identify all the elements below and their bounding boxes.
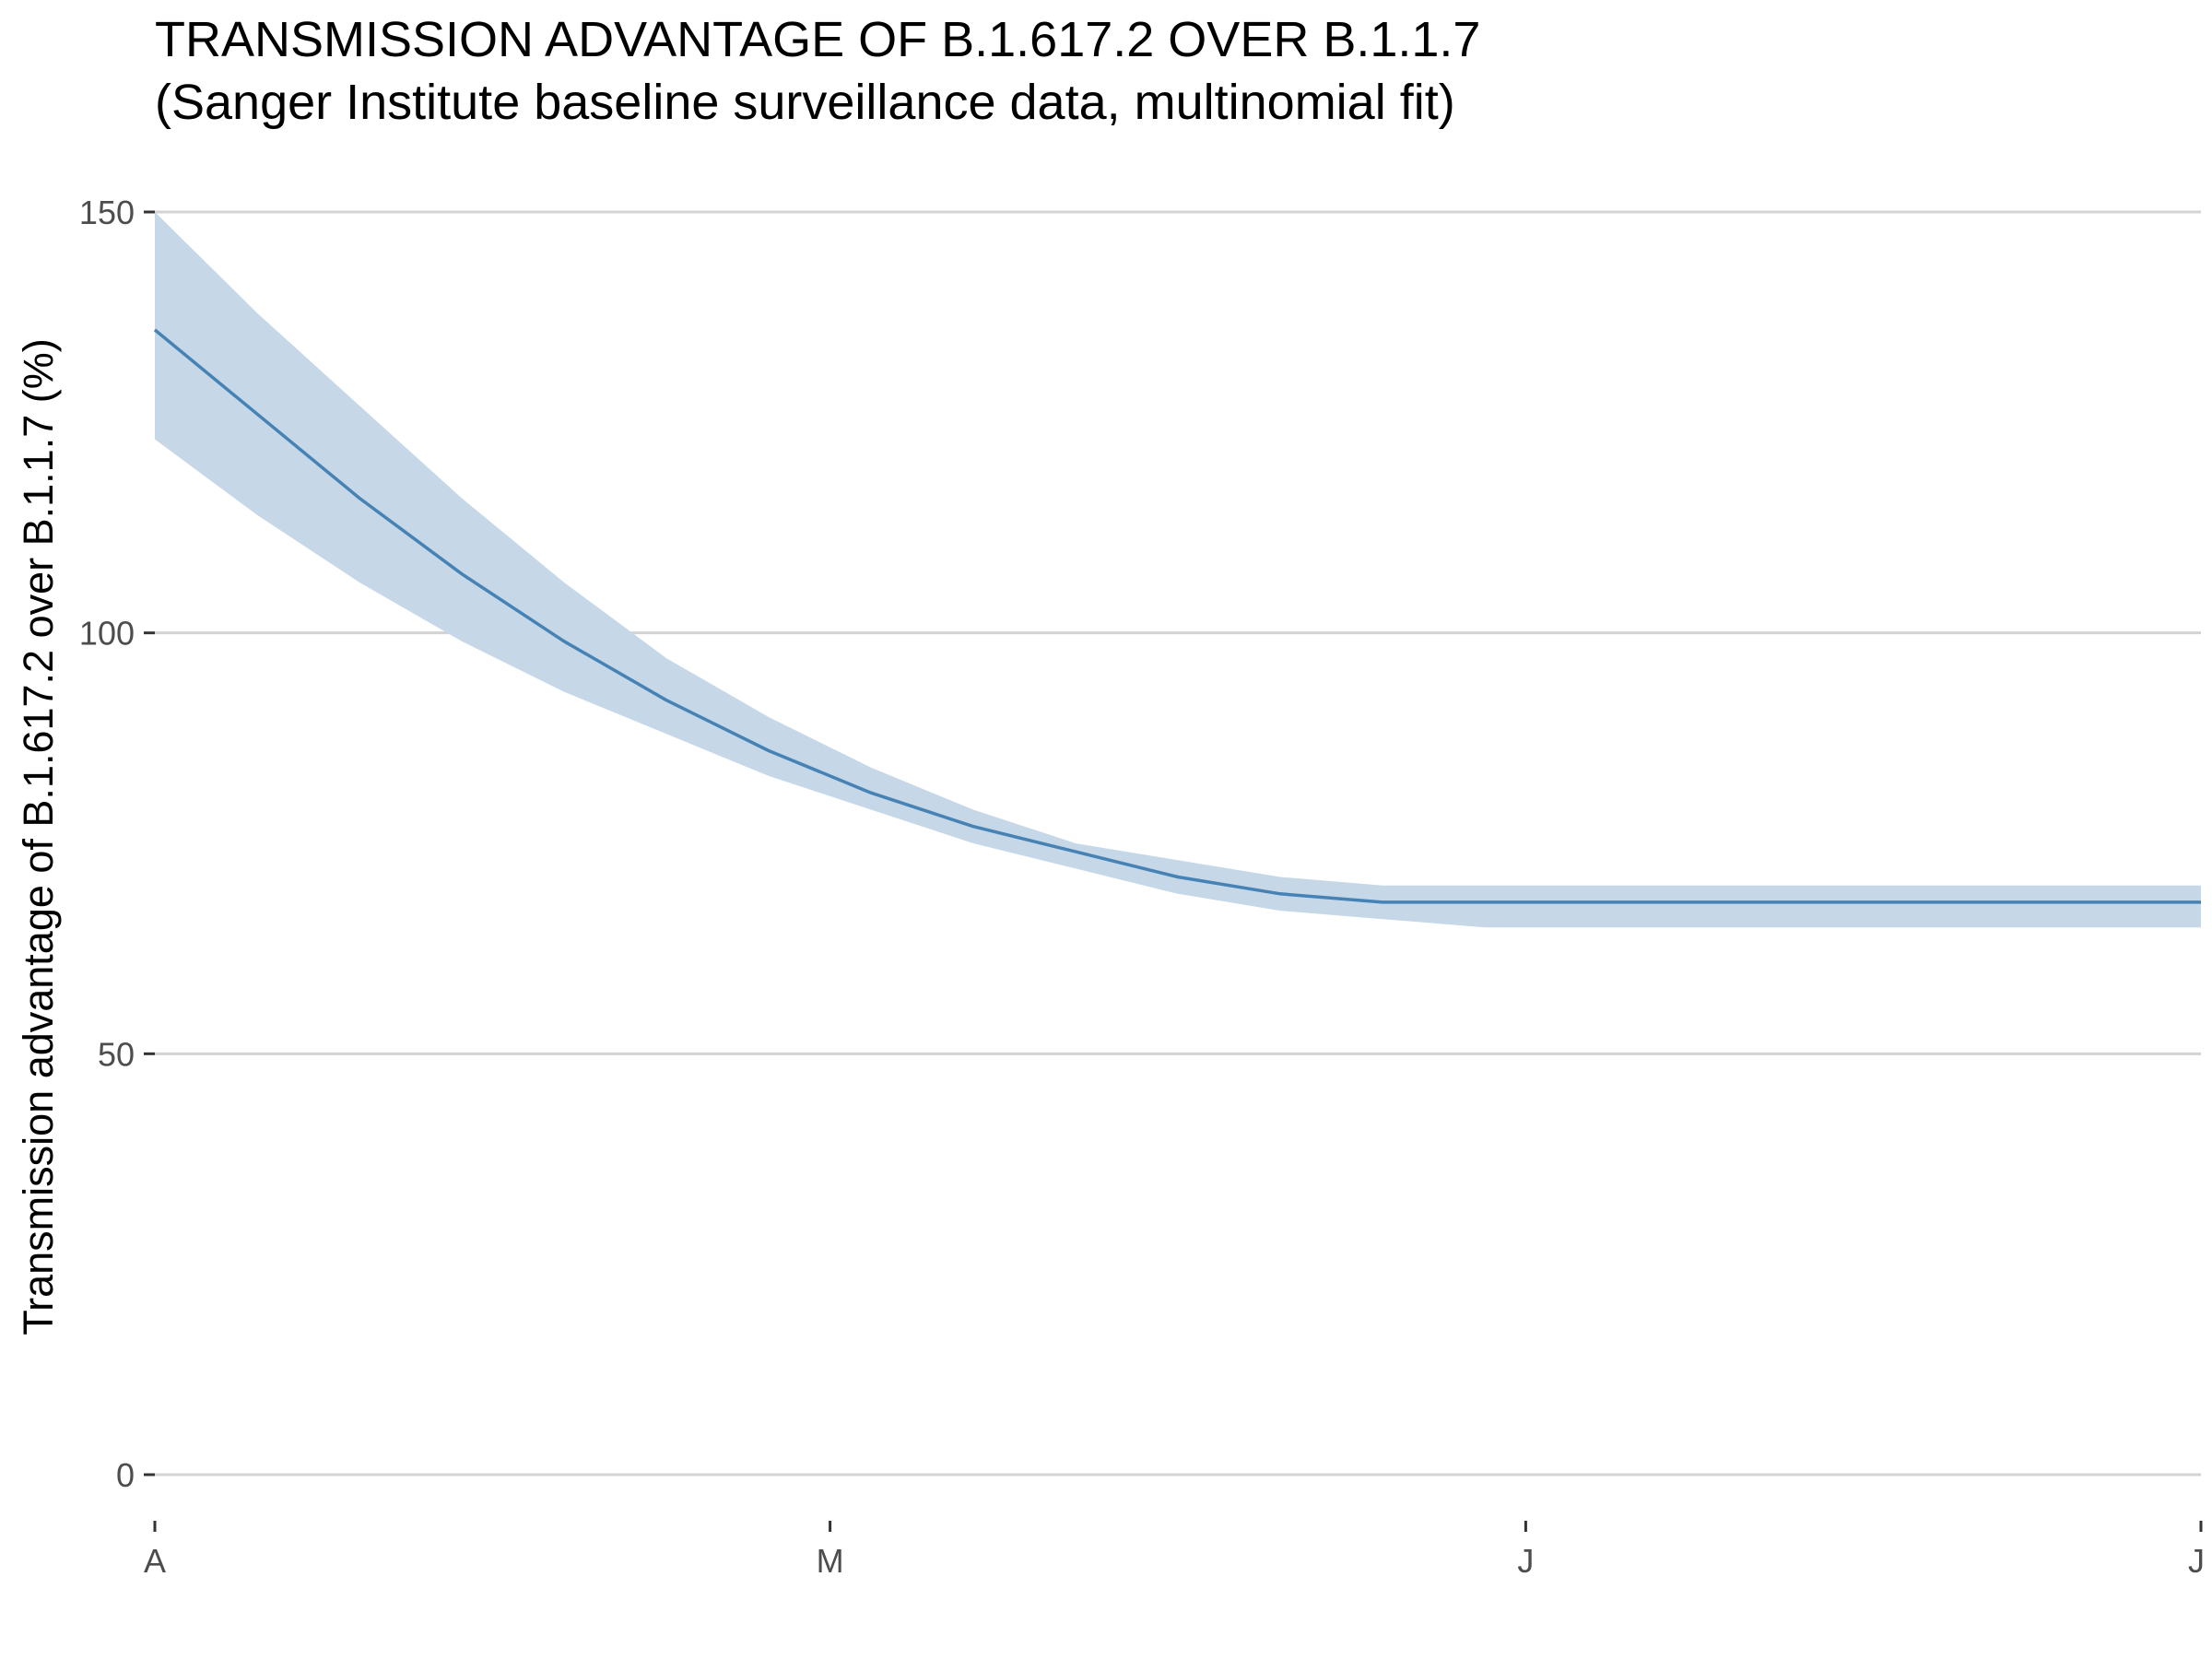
x-tick-label: J (1517, 1542, 1534, 1580)
series-line (153, 328, 2201, 904)
chart-title: TRANSMISSION ADVANTAGE OF B.1.617.2 OVER… (155, 12, 1481, 67)
y-tick-label: 50 (98, 1035, 135, 1073)
x-tick-label: M (817, 1542, 844, 1580)
confidence-band (155, 212, 2201, 928)
series-line-group (153, 328, 2201, 904)
x-tick-label: A (144, 1542, 166, 1580)
confidence-band-group (155, 212, 2201, 928)
x-tick-label: J (2188, 1542, 2205, 1580)
y-axis-title: Transmission advantage of B.1.617.2 over… (15, 338, 62, 1335)
y-tick-label: 0 (116, 1456, 135, 1494)
gridlines (155, 210, 2201, 1477)
y-tick-label: 150 (79, 194, 135, 231)
chart-subtitle: (Sanger Institute baseline surveillance … (155, 75, 1455, 130)
y-axis: 0 50 100 150 (79, 194, 155, 1494)
y-tick-label: 100 (79, 615, 135, 653)
